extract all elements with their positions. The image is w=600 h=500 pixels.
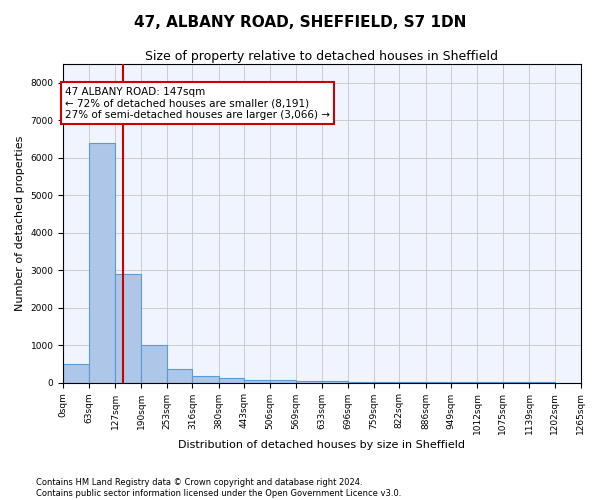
Bar — [218, 378, 244, 382]
Title: Size of property relative to detached houses in Sheffield: Size of property relative to detached ho… — [145, 50, 499, 63]
Bar — [89, 143, 115, 382]
Text: 47 ALBANY ROAD: 147sqm
← 72% of detached houses are smaller (8,191)
27% of semi-: 47 ALBANY ROAD: 147sqm ← 72% of detached… — [65, 86, 331, 120]
Bar — [244, 380, 270, 382]
X-axis label: Distribution of detached houses by size in Sheffield: Distribution of detached houses by size … — [178, 440, 466, 450]
Bar — [296, 381, 322, 382]
Bar — [270, 380, 296, 382]
Bar — [167, 370, 193, 382]
Bar — [115, 274, 141, 382]
Text: 47, ALBANY ROAD, SHEFFIELD, S7 1DN: 47, ALBANY ROAD, SHEFFIELD, S7 1DN — [134, 15, 466, 30]
Bar — [141, 345, 167, 383]
Y-axis label: Number of detached properties: Number of detached properties — [15, 136, 25, 311]
Bar — [63, 364, 89, 382]
Bar — [193, 376, 218, 382]
Text: Contains HM Land Registry data © Crown copyright and database right 2024.
Contai: Contains HM Land Registry data © Crown c… — [36, 478, 401, 498]
